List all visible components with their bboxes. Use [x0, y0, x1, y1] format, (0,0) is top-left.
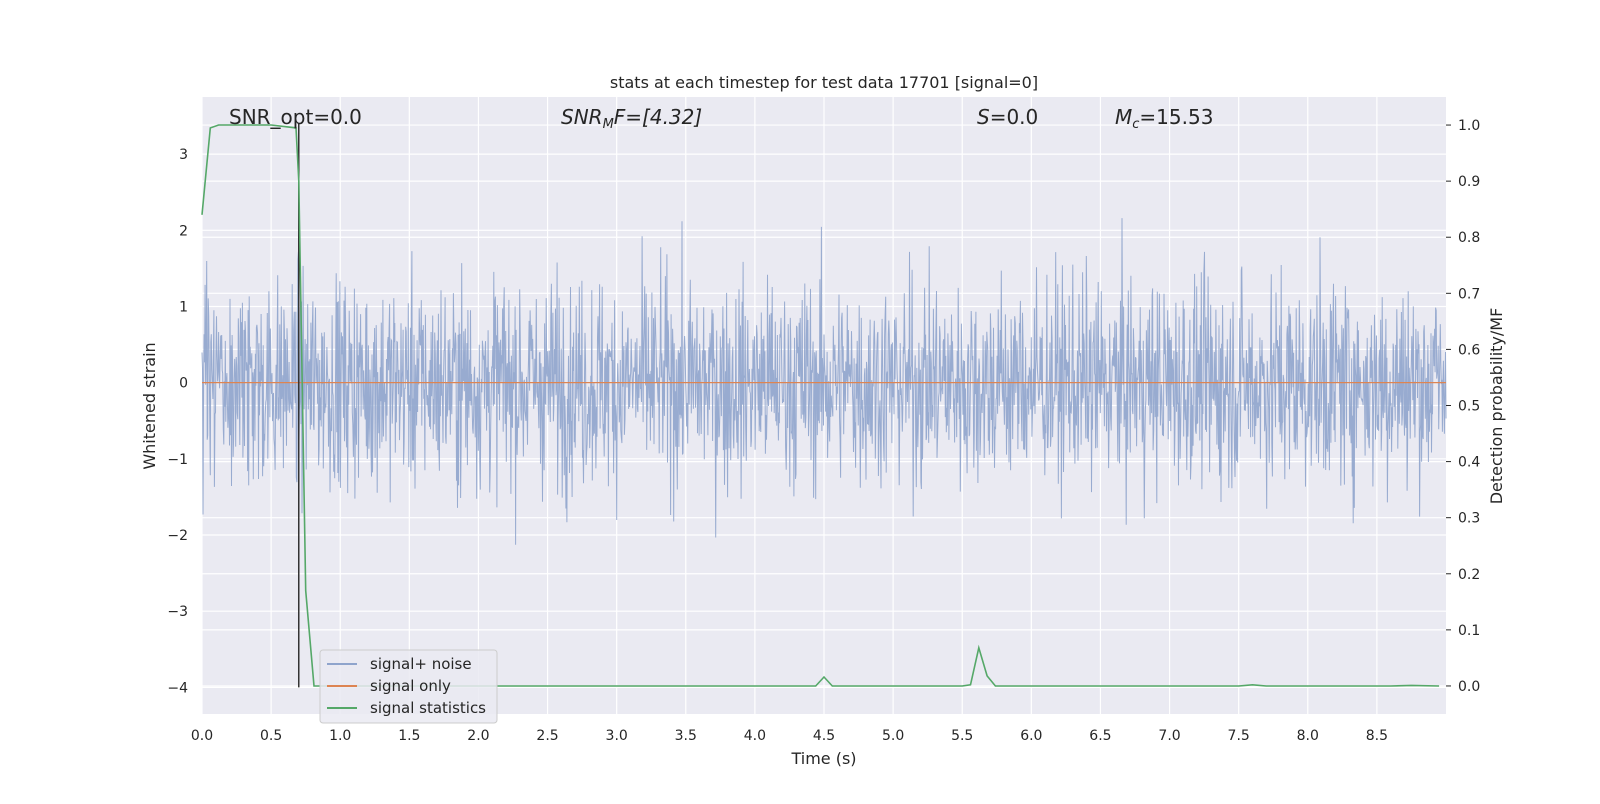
x-axis-label: Time (s): [790, 749, 856, 768]
annotation-snr-mf-sub: M: [603, 117, 614, 132]
legend-box: [319, 649, 498, 724]
y-tick-label: −3: [167, 604, 188, 620]
annotation-s: S=0.0: [977, 105, 1038, 129]
x-tick-label: 1.5: [398, 728, 420, 744]
y-tick-label-right: 0.2: [1458, 567, 1480, 583]
y-tick-label: −2: [167, 528, 188, 544]
y-tick-label: −4: [167, 680, 188, 696]
y-tick-label-right: 0.3: [1458, 511, 1480, 527]
x-tick-label: 0.0: [191, 728, 213, 744]
annotation-mc: Mc=15.53: [1115, 105, 1213, 132]
x-tick-label: 4.0: [744, 728, 766, 744]
y-axis-right-label: Detection probability/MF: [1487, 308, 1506, 505]
x-tick-label: 6.5: [1089, 728, 1111, 744]
y-tick-label: 3: [179, 147, 188, 163]
y-tick-label-right: 0.8: [1458, 230, 1480, 246]
legend: signal+ noise signal only signal statist…: [319, 649, 498, 724]
y-tick-label-right: 0.1: [1458, 623, 1480, 639]
annotation-snr-mf: SNRMF=[4.32]: [561, 105, 702, 132]
annotation-mc-base: M: [1115, 105, 1132, 129]
annotation-s-rest: =0.0: [990, 105, 1039, 129]
y-tick-label: 2: [179, 223, 188, 239]
annotation-snr-mf-rest: F=[4.32]: [614, 105, 702, 129]
y-tick-label-right: 0.7: [1458, 286, 1480, 302]
y-tick-label: 1: [179, 299, 188, 315]
legend-label-signal-noise: signal+ noise: [370, 655, 472, 673]
chart-title: stats at each timestep for test data 177…: [610, 73, 1038, 92]
x-tick-label: 3.5: [675, 728, 697, 744]
x-tick-label: 2.0: [467, 728, 489, 744]
x-tick-label: 4.5: [813, 728, 835, 744]
y-tick-label-right: 0.6: [1458, 342, 1480, 358]
annotation-mc-rest: =15.53: [1139, 105, 1213, 129]
y-axis-label: Whitened strain: [140, 342, 159, 469]
x-tick-label: 3.0: [606, 728, 628, 744]
annotation-s-base: S: [977, 105, 990, 129]
x-tick-label: 8.5: [1366, 728, 1388, 744]
series-signal-noise: [201, 218, 1447, 545]
data-layer: [201, 123, 1446, 688]
x-tick-label: 5.0: [882, 728, 904, 744]
y-tick-label-right: 0.0: [1458, 679, 1480, 695]
x-tick-label: 0.5: [260, 728, 282, 744]
x-tick-label: 1.0: [329, 728, 351, 744]
series-signal-noise-line: [201, 218, 1447, 545]
x-tick-label: 5.5: [951, 728, 973, 744]
x-tick-label: 7.0: [1158, 728, 1180, 744]
x-tick-label: 2.5: [536, 728, 558, 744]
y-tick-label-right: 0.4: [1458, 455, 1480, 471]
y-tick-label-right: 1.0: [1458, 118, 1480, 134]
series-signal-statistics-line: [201, 124, 1440, 687]
legend-label-signal-statistics: signal statistics: [370, 699, 486, 717]
x-tick-label: 6.0: [1020, 728, 1042, 744]
legend-label-signal-only: signal only: [370, 677, 451, 695]
y-tick-label-right: 0.9: [1458, 174, 1480, 190]
y-tick-label: 0: [179, 376, 188, 392]
y-tick-label: −1: [167, 452, 188, 468]
x-tick-label: 7.5: [1228, 728, 1250, 744]
annotation-snr-opt: SNR_opt=0.0: [229, 105, 362, 129]
x-tick-label: 8.0: [1297, 728, 1319, 744]
annotation-mc-sub: c: [1132, 117, 1139, 132]
y-tick-label-right: 0.5: [1458, 399, 1480, 415]
axes-layer: 0.0 0.5 1.0 1.5 2.0 2.5 3.0 3.5 4.0 4.5 5.0 5.5 6.0 6…: [167, 118, 1480, 744]
annotation-snr-mf-base: SNR: [561, 105, 603, 129]
